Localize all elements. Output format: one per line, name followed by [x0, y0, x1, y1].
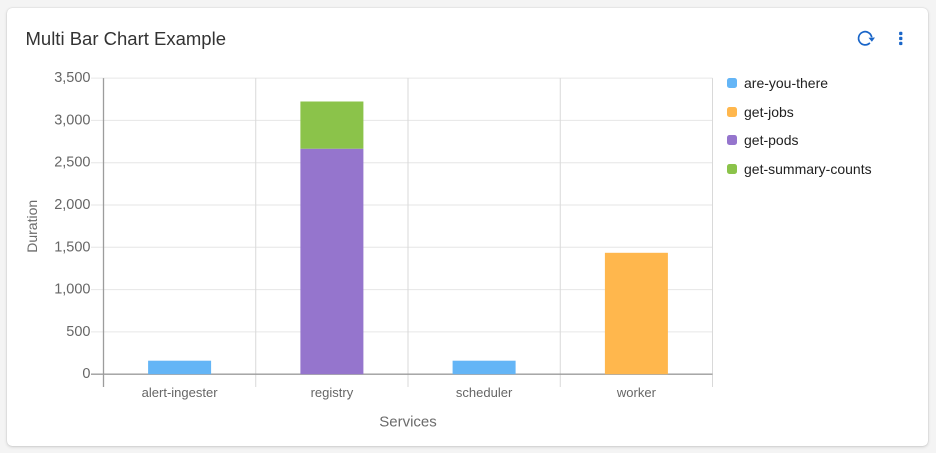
svg-text:2,500: 2,500 — [54, 155, 90, 171]
svg-text:scheduler: scheduler — [456, 385, 513, 400]
svg-text:Services: Services — [379, 413, 437, 430]
svg-text:1,500: 1,500 — [54, 239, 90, 255]
svg-text:500: 500 — [66, 324, 90, 340]
svg-text:0: 0 — [82, 366, 90, 382]
svg-text:alert-ingester: alert-ingester — [142, 385, 219, 400]
svg-text:1,000: 1,000 — [54, 282, 90, 298]
svg-text:3,500: 3,500 — [54, 70, 90, 86]
svg-text:3,000: 3,000 — [54, 112, 90, 128]
svg-text:Duration: Duration — [24, 200, 40, 253]
svg-text:worker: worker — [616, 385, 657, 400]
svg-text:registry: registry — [311, 385, 354, 400]
svg-text:2,000: 2,000 — [54, 197, 90, 213]
